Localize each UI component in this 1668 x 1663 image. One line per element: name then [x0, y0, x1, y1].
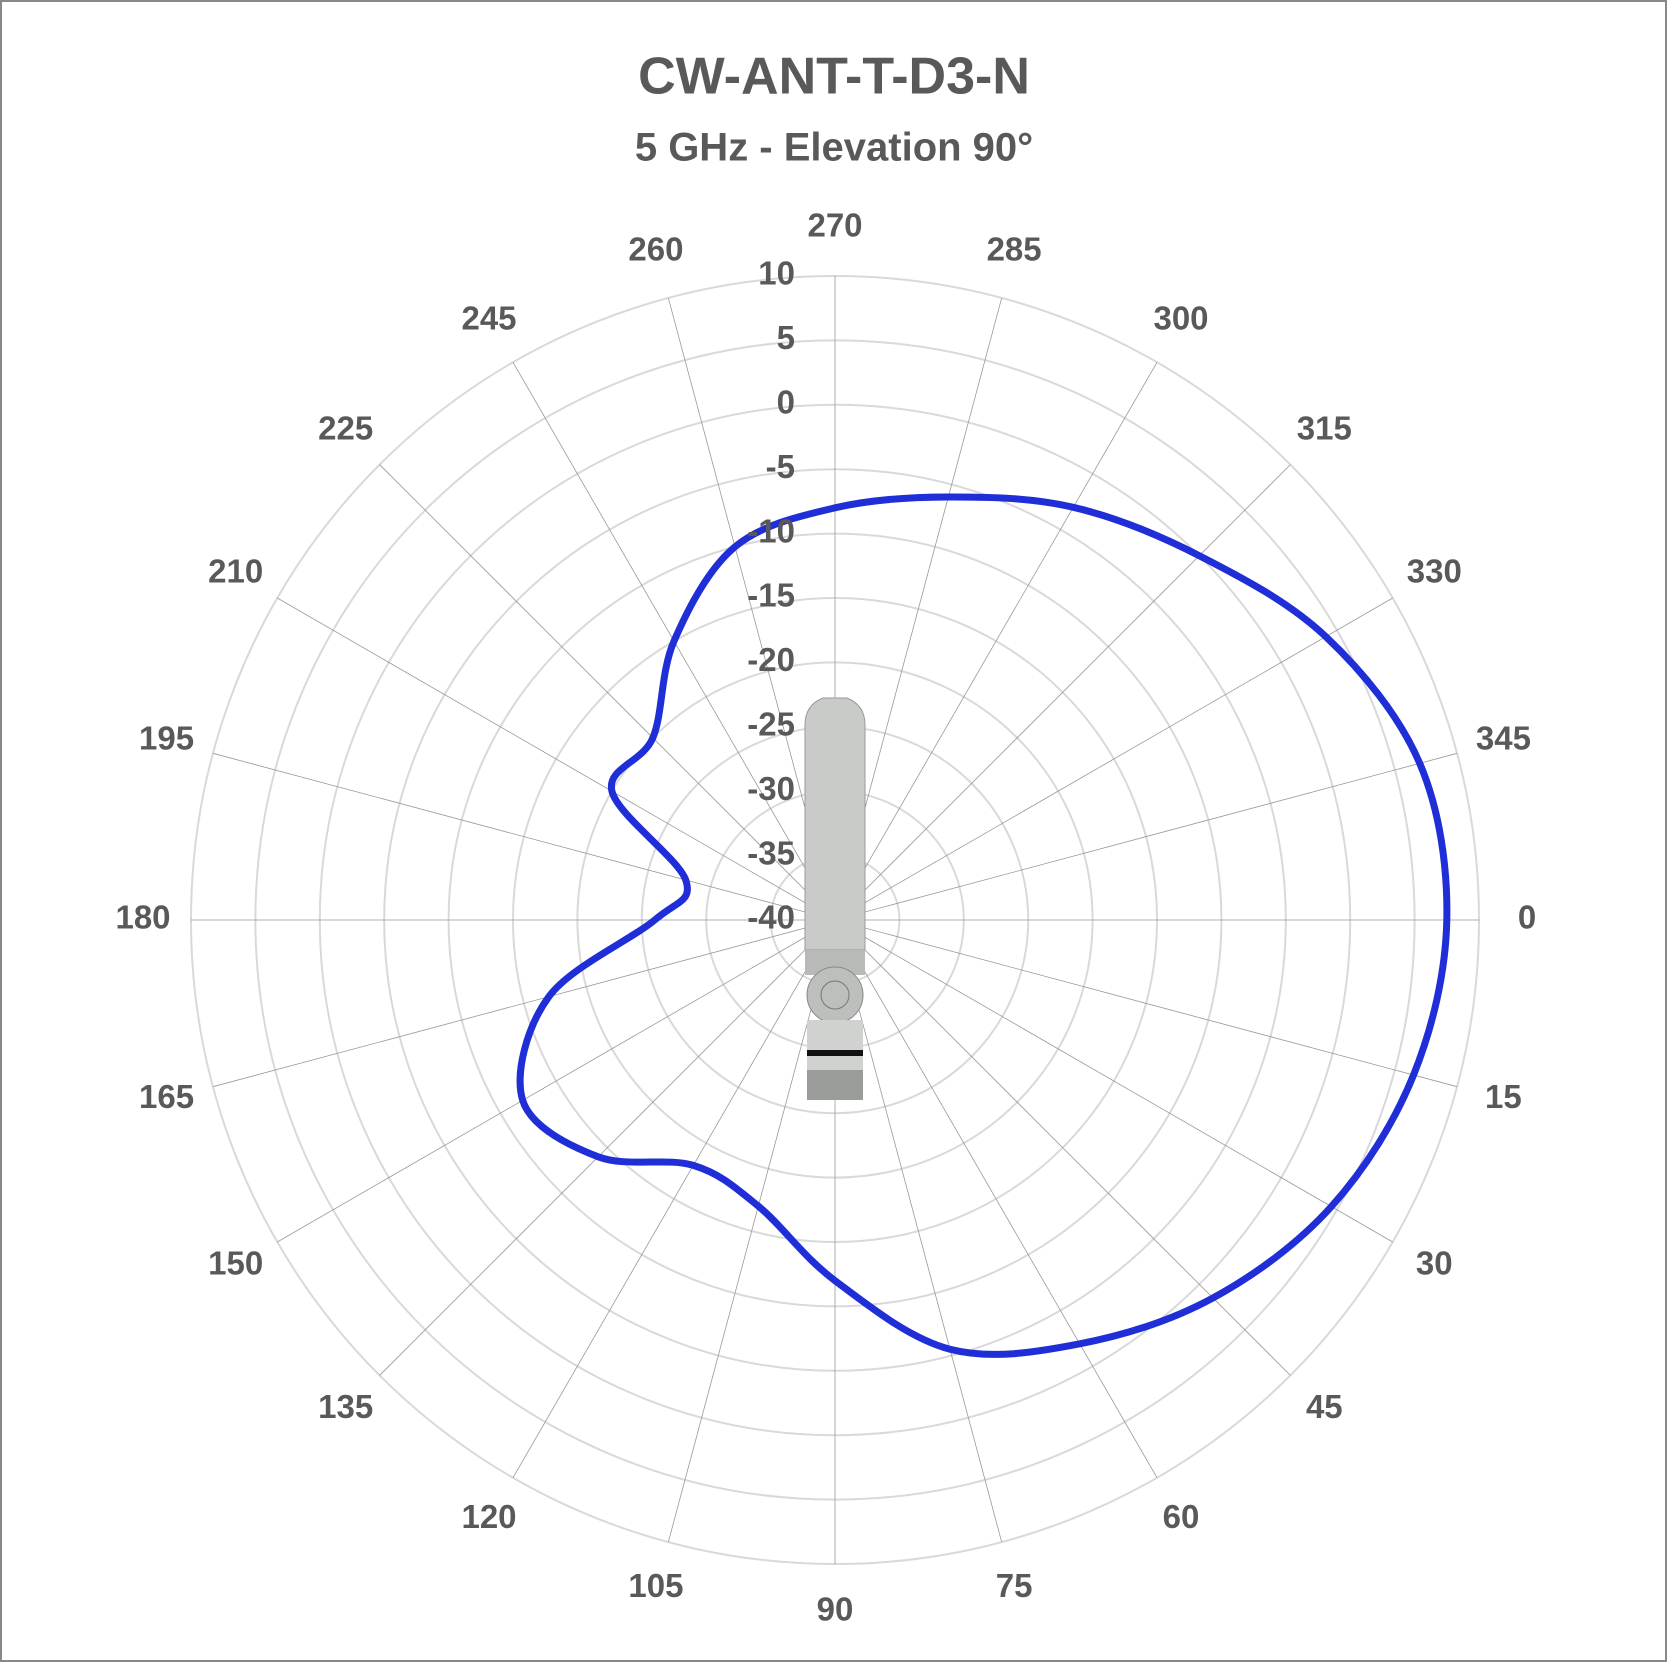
- category-label: 180: [115, 899, 170, 936]
- category-label: 270: [807, 207, 862, 244]
- spoke: [379, 919, 836, 1376]
- antenna-joint: [806, 966, 864, 1024]
- category-label: 225: [318, 409, 373, 446]
- spoke: [834, 752, 1458, 921]
- spoke: [834, 919, 1458, 1088]
- spoke: [379, 464, 836, 921]
- spoke: [834, 919, 1393, 1243]
- chart-title: CW-ANT-T-D3-N: [638, 48, 1030, 106]
- category-label: 285: [987, 230, 1042, 267]
- category-label: 245: [461, 299, 516, 336]
- radial-tick-label: 5: [777, 319, 795, 356]
- category-label: 330: [1407, 553, 1462, 590]
- radial-tick-label: -30: [747, 770, 795, 807]
- antenna-connector: [807, 1070, 863, 1100]
- category-label: 195: [139, 720, 194, 757]
- spoke: [834, 597, 1393, 921]
- series-line: [516, 493, 1451, 1358]
- category-label: 135: [318, 1388, 373, 1425]
- category-label: 60: [1163, 1498, 1200, 1535]
- spoke: [212, 919, 836, 1088]
- category-label: 90: [817, 1591, 854, 1628]
- category-label: 0: [1518, 899, 1536, 936]
- spoke: [834, 464, 1291, 921]
- plot: [516, 493, 1451, 1358]
- category-label: 30: [1416, 1245, 1453, 1282]
- radial-tick-label: -10: [747, 512, 795, 549]
- spoke: [277, 597, 836, 921]
- radial-tick-label: 0: [777, 384, 795, 421]
- antenna-body: [804, 697, 866, 951]
- radial-tick-label: -35: [747, 834, 795, 871]
- spoke: [834, 362, 1158, 921]
- spoke: [834, 919, 1158, 1478]
- category-label: 210: [208, 553, 263, 590]
- category-label: 15: [1485, 1078, 1522, 1115]
- spoke: [277, 919, 836, 1243]
- category-label: 315: [1297, 409, 1352, 446]
- category-label: 345: [1476, 720, 1531, 757]
- grid: [190, 275, 1480, 1565]
- category-label: 150: [208, 1245, 263, 1282]
- category-label: 120: [461, 1498, 516, 1535]
- antenna-image: [804, 697, 866, 1100]
- radial-tick-label: -15: [747, 577, 795, 614]
- radial-tick-label: -25: [747, 706, 795, 743]
- radial-tick-label: -40: [747, 899, 795, 936]
- radial-tick-label: -20: [747, 641, 795, 678]
- category-label: 75: [996, 1567, 1033, 1604]
- antenna-joint-ring: [820, 980, 850, 1010]
- chart-subtitle: 5 GHz - Elevation 90°: [635, 126, 1033, 170]
- category-label: 105: [628, 1567, 683, 1604]
- spoke: [512, 919, 836, 1478]
- radial-tick-label: 10: [758, 255, 795, 292]
- antenna-band: [807, 1050, 863, 1056]
- spoke: [212, 752, 836, 921]
- radial-tick-label: -5: [766, 448, 795, 485]
- category-label: 260: [628, 230, 683, 267]
- category-label: 165: [139, 1078, 194, 1115]
- category-label: 300: [1153, 299, 1208, 336]
- category-label: 45: [1306, 1388, 1343, 1425]
